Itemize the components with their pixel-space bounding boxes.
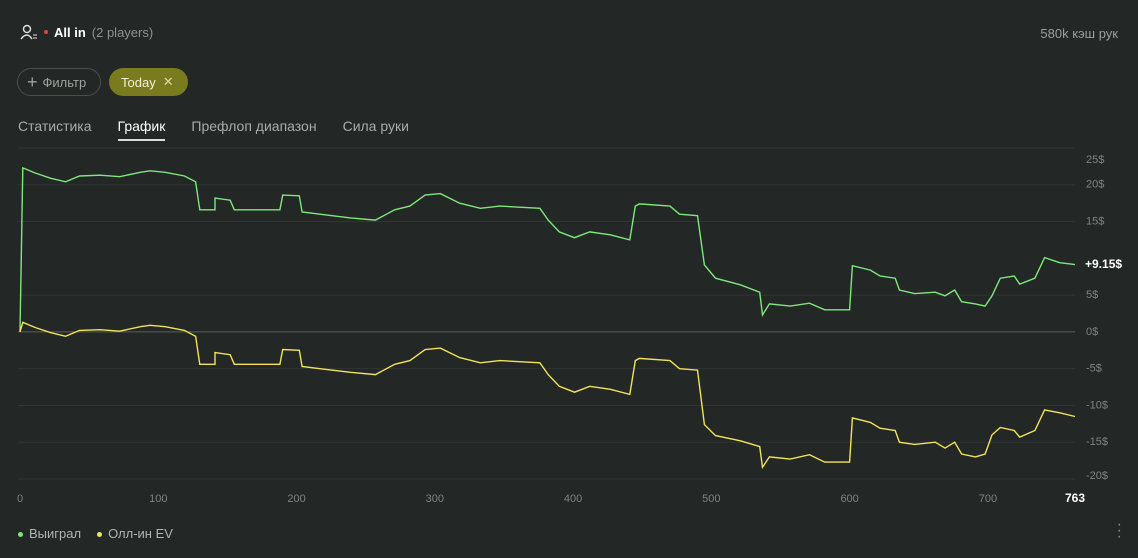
header: All in (2 players) <box>20 24 153 40</box>
y-tick-label: 0$ <box>1086 326 1098 338</box>
legend-dot <box>97 532 103 538</box>
x-tick-label: 300 <box>426 493 444 505</box>
x-tick-label: 200 <box>287 493 305 505</box>
players-icon[interactable] <box>20 24 38 40</box>
add-filter-label: Фильтр <box>42 74 87 90</box>
x-tick-label: 600 <box>840 493 858 505</box>
x-tick-label: 500 <box>702 493 720 505</box>
tabs: Статистика График Префлоп диапазон Сила … <box>18 118 409 141</box>
tab[interactable]: Префлоп диапазон <box>191 118 317 134</box>
x-end-label: 763 <box>1065 491 1085 505</box>
y-tick-label: -5$ <box>1086 363 1102 375</box>
y-tick-label: -15$ <box>1086 436 1108 448</box>
y-tick-label: 25$ <box>1086 154 1104 166</box>
legend-label: Выиграл <box>29 526 82 541</box>
y-tick-label: 15$ <box>1086 215 1104 227</box>
filter-chip[interactable]: Today ✕ <box>109 68 188 96</box>
legend-label: Олл-ин EV <box>108 526 173 541</box>
end-value-label: +9.15$ <box>1085 257 1122 271</box>
tab[interactable]: Сила руки <box>342 118 409 134</box>
legend-item[interactable]: Выиграл <box>18 526 81 541</box>
hands-count: 580k кэш рук <box>1040 26 1118 41</box>
y-tick-label: -10$ <box>1086 399 1108 411</box>
x-tick-label: 400 <box>564 493 582 505</box>
tab[interactable]: Статистика <box>18 118 92 134</box>
y-tick-label: -20$ <box>1086 470 1108 482</box>
x-tick-label: 700 <box>979 493 997 505</box>
menu[interactable]: · · · <box>1116 516 1122 545</box>
add-filter[interactable]: + Фильтр <box>17 68 101 96</box>
x-tick-label: 100 <box>149 493 167 505</box>
legend-dot <box>18 532 23 538</box>
x-tick-label: 0 <box>17 493 23 505</box>
chip-label: Today <box>121 74 156 90</box>
series-line <box>19 166 1076 332</box>
mode: All in <box>54 24 86 40</box>
chart: 25$ 20$ 15$ 5$ 0$ -5$ -10$ -15$ -20$ 0 100 200 300 40… <box>17 147 1122 505</box>
status-dot <box>44 30 48 34</box>
legend: Выиграл Олл-ин EV <box>18 526 173 541</box>
legend-item[interactable]: Олл-ин EV <box>97 526 173 541</box>
players: (2 players) <box>91 24 154 40</box>
y-tick-label: 20$ <box>1086 179 1104 191</box>
tab-active[interactable]: График <box>117 118 166 141</box>
series-line <box>19 321 1076 470</box>
y-tick-label: 5$ <box>1086 289 1098 301</box>
